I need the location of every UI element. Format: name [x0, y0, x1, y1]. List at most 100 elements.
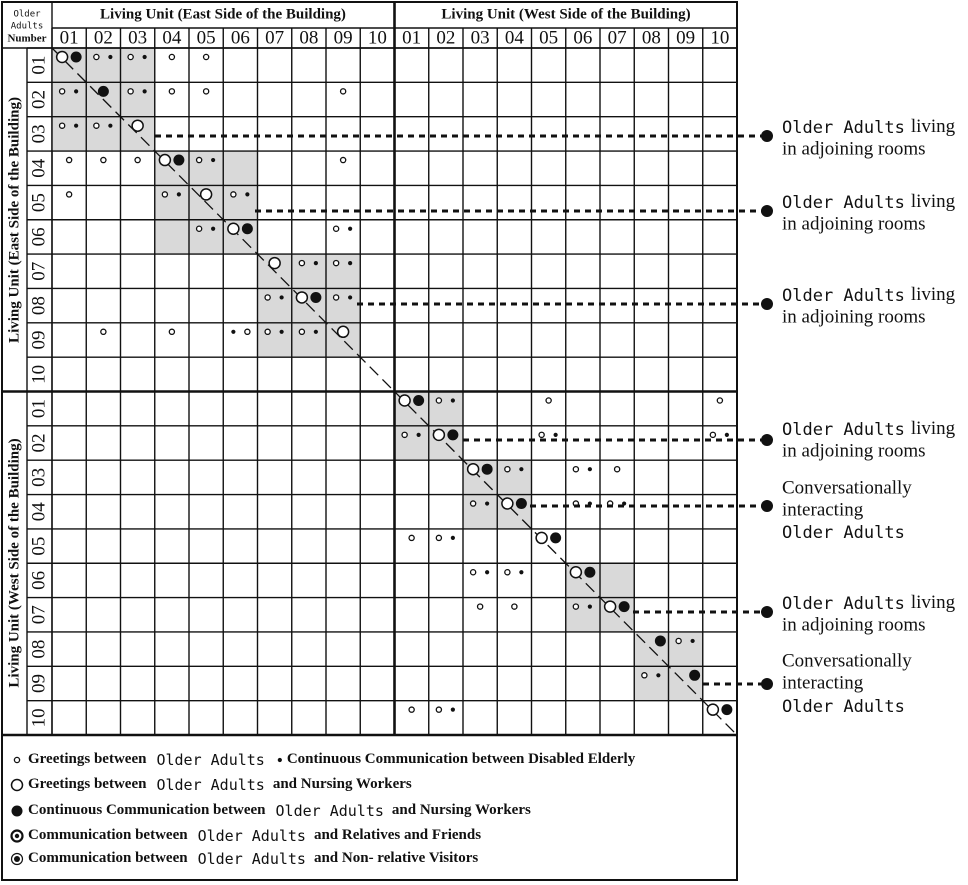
greeting-symbol: [332, 225, 340, 232]
greeting-symbol: [93, 53, 100, 61]
annotation-text: Older Adults living: [782, 284, 956, 306]
annotation-dot: [761, 500, 773, 512]
annotation-text: Older Adults living: [782, 191, 956, 213]
column-number: 03: [128, 27, 147, 48]
greeting-symbol: [332, 294, 340, 301]
east-row-title: Living Unit (East Side of the Building): [6, 97, 22, 343]
disabled-communication-symbol: [690, 638, 695, 644]
greeting-symbol: [127, 53, 134, 61]
annotation-text: Older Adults living: [782, 592, 956, 614]
west-row-title: Living Unit (West Side of the Building): [6, 438, 22, 687]
greeting-symbol: [195, 156, 203, 164]
greeting-symbol: [127, 88, 134, 95]
legend-text: Continuous Communication between Older Ad…: [28, 802, 531, 820]
nursing-greeting-symbol: [268, 256, 281, 270]
nursing-communication-symbol: [481, 463, 493, 475]
annotation-subject: Older Adults: [782, 118, 905, 138]
annotation-text: Conversationally: [782, 650, 912, 671]
greeting-symbol: [572, 603, 580, 610]
column-number: 09: [334, 27, 353, 48]
column-number: 02: [94, 27, 113, 48]
greeting-symbol: [264, 328, 271, 336]
greeting-symbol: [435, 706, 443, 713]
greeting-symbol: [298, 259, 306, 267]
greeting-symbol: [168, 328, 176, 336]
greeting-symbol: [716, 397, 724, 404]
row-number: 09: [28, 330, 49, 349]
column-number: 05: [197, 27, 216, 48]
nursing-communication-symbol: [310, 291, 322, 303]
greeting-symbol: [58, 88, 66, 95]
legend-after: and Nursing Workers: [392, 802, 531, 818]
greeting-symbol: [13, 756, 21, 764]
row-number: 04: [28, 158, 49, 178]
annotation-predicate: living: [911, 284, 956, 305]
annotation-text: in adjoining rooms: [782, 213, 926, 234]
row-number: 07: [28, 605, 49, 624]
annotation-text: in adjoining rooms: [782, 138, 926, 159]
legend-after: and Non- relative Visitors: [314, 850, 478, 866]
disabled-communication-symbol: [211, 226, 216, 231]
column-number: 06: [231, 27, 250, 48]
nursing-communication-symbol: [447, 429, 459, 441]
corner-label: Older: [13, 10, 41, 20]
annotation-predicate: living: [911, 592, 956, 613]
annotation-text: interacting: [782, 672, 864, 693]
annotation-text: in adjoining rooms: [782, 306, 926, 327]
legend-after: and Relatives and Friends: [314, 827, 481, 843]
row-number: 02: [28, 434, 49, 453]
row-number: 01: [28, 56, 49, 75]
disabled-communication-symbol: [450, 398, 455, 403]
greeting-symbol: [469, 569, 477, 576]
greeting-symbol: [134, 156, 141, 164]
column-number: 10: [368, 27, 387, 48]
greeting-symbol: [58, 122, 66, 129]
column-number: 10: [710, 27, 729, 48]
row-number: 04: [28, 502, 49, 521]
annotation-predicate: living: [911, 191, 956, 212]
row-number: 01: [28, 399, 49, 418]
greeting-symbol: [298, 328, 306, 336]
disabled-communication-symbol: [279, 295, 284, 300]
disabled-communication-symbol: [211, 157, 216, 163]
disabled-communication-symbol: [176, 192, 181, 197]
legend-before: Continuous Communication between: [28, 802, 266, 818]
greeting-symbol: [504, 465, 511, 473]
greeting-symbol: [401, 431, 408, 439]
nursing-communication-symbol: [515, 498, 527, 510]
greeting-symbol: [161, 191, 169, 198]
disabled-communication-symbol: [519, 467, 524, 472]
legend-subject: Older Adults: [156, 751, 264, 769]
annotation-text: in adjoining rooms: [782, 614, 926, 635]
greeting-symbol: [230, 191, 237, 198]
nursing-greeting-symbol: [295, 291, 309, 304]
disabled-communication-symbol: [485, 501, 490, 506]
nursing-communication-symbol: [689, 669, 701, 681]
disabled-communication-symbol: [142, 89, 147, 94]
column-number: 03: [471, 27, 490, 48]
disabled-communication-symbol: [108, 123, 113, 128]
column-number: 01: [402, 27, 421, 48]
annotation-dot: [761, 205, 773, 217]
greeting-symbol: [93, 122, 100, 129]
nursing-communication-symbol: [584, 566, 596, 578]
row-number: 08: [28, 296, 49, 315]
annotation-dot: [761, 130, 773, 142]
greeting-symbol: [675, 637, 682, 645]
greeting-symbol: [339, 156, 347, 164]
nursing-greeting-symbol: [199, 188, 213, 201]
legend-before: Greetings between: [28, 751, 147, 767]
disabled-communication-symbol: [279, 329, 284, 334]
column-number: 07: [265, 27, 284, 48]
disabled-communication-symbol: [553, 432, 558, 437]
legend-after: and Nursing Workers: [273, 776, 412, 792]
disabled-communication-symbol: [74, 89, 79, 94]
nursing-communication-symbol: [654, 635, 666, 647]
column-number: 02: [436, 27, 455, 48]
greeting-symbol: [435, 534, 443, 542]
greeting-symbol: [202, 88, 210, 95]
disabled-communication-symbol: [348, 295, 353, 300]
disabled-communication-symbol: [313, 261, 318, 266]
greeting-symbol: [408, 534, 415, 542]
